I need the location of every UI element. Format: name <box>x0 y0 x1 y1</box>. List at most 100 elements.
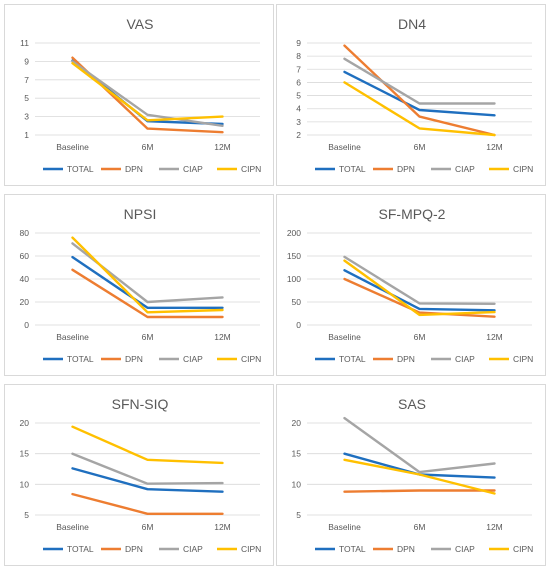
legend-label-dn4-dpn: DPN <box>397 164 415 174</box>
legend-label-npsi-dpn: DPN <box>125 354 143 364</box>
chart-title-sf-mpq-2: SF-MPQ-2 <box>379 206 446 222</box>
y-tick-label-sas-15: 15 <box>292 449 302 459</box>
legend-label-sf-mpq-2-total: TOTAL <box>339 354 366 364</box>
series-line-vas-cipn <box>71 62 224 122</box>
legend-label-sas-ciap: CIAP <box>455 544 475 554</box>
series-line-vas-ciap <box>71 60 224 128</box>
chart-title-dn4: DN4 <box>398 16 426 32</box>
legend-label-sfn-siq-ciap: CIAP <box>183 544 203 554</box>
legend-label-sfn-siq-dpn: DPN <box>125 544 143 554</box>
chart-sfn-siq: SFN-SIQ 5 10 15 20 Baseline 6M 12M TOTAL DPN CIAP C… <box>20 396 262 554</box>
y-tick-label-vas-5: 5 <box>24 93 29 103</box>
chart-panel-sf-mpq-2: SF-MPQ-2 0 50 100 150 200 Baseline 6M 12M TOTAL DP… <box>276 194 546 376</box>
x-tick-label-npsi-baseline: Baseline <box>56 332 89 342</box>
series-line-dn4-total <box>343 70 496 117</box>
chart-dn4: DN4 2 3 4 5 6 7 8 9 Baseline 6M 12M TOTAL DPN CIAP CIPN <box>296 16 533 174</box>
series-line-sas-ciap <box>343 416 496 474</box>
y-tick-label-sfn-siq-5: 5 <box>24 510 29 520</box>
y-tick-label-dn4-8: 8 <box>296 51 301 61</box>
legend-label-dn4-total: TOTAL <box>339 164 366 174</box>
series-line-sfn-siq-ciap <box>71 452 224 485</box>
y-tick-label-npsi-80: 80 <box>20 228 30 238</box>
series-line-sas-dpn <box>343 489 496 493</box>
series-line-sf-mpq-2-ciap <box>343 255 496 306</box>
legend-label-dn4-cipn: CIPN <box>513 164 533 174</box>
chart-panel-dn4: DN4 2 3 4 5 6 7 8 9 Baseline 6M 12M TOTAL DPN CIAP CIPN <box>276 4 546 186</box>
x-tick-label-dn4-6m: 6M <box>414 142 426 152</box>
y-tick-label-dn4-7: 7 <box>296 64 301 74</box>
y-tick-label-vas-9: 9 <box>24 56 29 66</box>
x-tick-label-sas-12m: 12M <box>486 522 503 532</box>
y-tick-label-dn4-9: 9 <box>296 38 301 48</box>
y-tick-label-vas-7: 7 <box>24 75 29 85</box>
chart-panel-sas: SAS 5 10 15 20 Baseline 6M 12M TOTAL DPN CIAP CIPN <box>276 384 546 566</box>
series-line-sas-cipn <box>343 458 496 495</box>
legend-label-npsi-cipn: CIPN <box>241 354 261 364</box>
x-tick-label-sas-baseline: Baseline <box>328 522 361 532</box>
legend-label-sfn-siq-cipn: CIPN <box>241 544 261 554</box>
y-tick-label-sas-5: 5 <box>296 510 301 520</box>
x-tick-label-sas-6m: 6M <box>414 522 426 532</box>
y-tick-label-npsi-20: 20 <box>20 297 30 307</box>
y-tick-label-dn4-2: 2 <box>296 130 301 140</box>
y-tick-label-vas-1: 1 <box>24 130 29 140</box>
y-tick-label-npsi-60: 60 <box>20 251 30 261</box>
y-tick-label-sas-20: 20 <box>292 418 302 428</box>
y-tick-label-sfn-siq-20: 20 <box>20 418 30 428</box>
y-tick-label-dn4-5: 5 <box>296 91 301 101</box>
x-tick-label-sf-mpq-2-12m: 12M <box>486 332 503 342</box>
legend-label-npsi-ciap: CIAP <box>183 354 203 364</box>
chart-sas: SAS 5 10 15 20 Baseline 6M 12M TOTAL DPN CIAP CIPN <box>292 396 534 554</box>
chart-npsi: NPSI 0 20 40 60 80 Baseline 6M 12M TOTAL DPN CIAP CI… <box>20 206 262 364</box>
y-tick-label-sfn-siq-15: 15 <box>20 449 30 459</box>
chart-panel-vas: VAS 1 3 5 7 9 11 Baseline 6M 12M TOTAL DPN CIAP CIPN <box>4 4 274 186</box>
y-tick-label-dn4-3: 3 <box>296 117 301 127</box>
x-tick-label-sf-mpq-2-baseline: Baseline <box>328 332 361 342</box>
series-line-sfn-siq-dpn <box>71 492 224 516</box>
legend-label-npsi-total: TOTAL <box>67 354 94 364</box>
series-line-npsi-total <box>71 255 224 310</box>
legend-label-sas-dpn: DPN <box>397 544 415 554</box>
chart-vas: VAS 1 3 5 7 9 11 Baseline 6M 12M TOTAL DPN CIAP CIPN <box>20 16 261 174</box>
x-tick-label-sfn-siq-baseline: Baseline <box>56 522 89 532</box>
y-tick-label-sf-mpq-2-0: 0 <box>296 320 301 330</box>
x-tick-label-vas-12m: 12M <box>214 142 231 152</box>
chart-title-npsi: NPSI <box>124 206 157 222</box>
legend-label-sf-mpq-2-dpn: DPN <box>397 354 415 364</box>
x-tick-label-dn4-baseline: Baseline <box>328 142 361 152</box>
chart-panel-sfn-siq: SFN-SIQ 5 10 15 20 Baseline 6M 12M TOTAL DPN CIAP C… <box>4 384 274 566</box>
x-tick-label-npsi-6m: 6M <box>142 332 154 342</box>
series-line-npsi-dpn <box>71 268 224 319</box>
y-tick-label-sf-mpq-2-50: 50 <box>292 297 302 307</box>
series-line-npsi-cipn <box>71 236 224 314</box>
x-tick-label-sfn-siq-12m: 12M <box>214 522 231 532</box>
x-tick-label-dn4-12m: 12M <box>486 142 503 152</box>
chart-sf-mpq-2: SF-MPQ-2 0 50 100 150 200 Baseline 6M 12M TOTAL DP… <box>287 206 534 364</box>
legend-label-vas-total: TOTAL <box>67 164 94 174</box>
series-line-sfn-siq-total <box>71 467 224 493</box>
series-line-dn4-dpn <box>343 44 496 137</box>
legend-label-sas-cipn: CIPN <box>513 544 533 554</box>
chart-title-sfn-siq: SFN-SIQ <box>112 396 169 412</box>
y-tick-label-dn4-6: 6 <box>296 77 301 87</box>
chart-title-sas: SAS <box>398 396 426 412</box>
legend-label-sf-mpq-2-cipn: CIPN <box>513 354 533 364</box>
series-line-sf-mpq-2-total <box>343 269 496 312</box>
y-tick-label-npsi-0: 0 <box>24 320 29 330</box>
y-tick-label-sf-mpq-2-100: 100 <box>287 274 301 284</box>
y-tick-label-sas-10: 10 <box>292 479 302 489</box>
y-tick-label-vas-3: 3 <box>24 112 29 122</box>
series-line-dn4-cipn <box>343 81 496 137</box>
legend-label-sfn-siq-total: TOTAL <box>67 544 94 554</box>
y-tick-label-sf-mpq-2-200: 200 <box>287 228 301 238</box>
series-line-sfn-siq-cipn <box>71 425 224 465</box>
y-tick-label-npsi-40: 40 <box>20 274 30 284</box>
y-tick-label-sfn-siq-10: 10 <box>20 479 30 489</box>
y-tick-label-dn4-4: 4 <box>296 104 301 114</box>
chart-title-vas: VAS <box>127 16 154 32</box>
legend-label-sf-mpq-2-ciap: CIAP <box>455 354 475 364</box>
y-tick-label-vas-11: 11 <box>20 38 29 48</box>
chart-panel-npsi: NPSI 0 20 40 60 80 Baseline 6M 12M TOTAL DPN CIAP CI… <box>4 194 274 376</box>
series-line-dn4-ciap <box>343 57 496 105</box>
y-tick-label-sf-mpq-2-150: 150 <box>287 251 301 261</box>
